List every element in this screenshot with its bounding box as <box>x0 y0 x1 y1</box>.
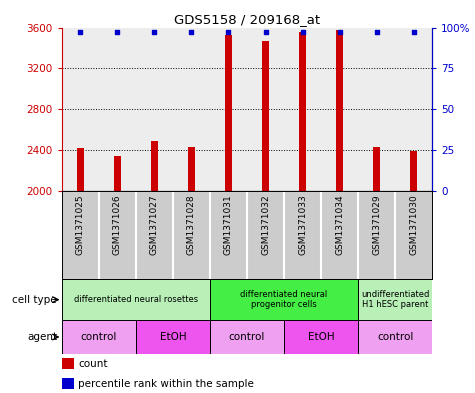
Bar <box>136 28 173 191</box>
Bar <box>262 41 269 191</box>
Bar <box>210 320 284 354</box>
Text: control: control <box>377 332 413 342</box>
Text: percentile rank within the sample: percentile rank within the sample <box>78 378 254 389</box>
Bar <box>62 320 136 354</box>
Point <box>262 29 269 35</box>
Bar <box>247 28 284 191</box>
Text: GSM1371025: GSM1371025 <box>76 194 85 255</box>
Point <box>114 29 121 35</box>
Text: GSM1371026: GSM1371026 <box>113 194 122 255</box>
Bar <box>373 147 380 191</box>
Text: control: control <box>229 332 265 342</box>
Text: GSM1371033: GSM1371033 <box>298 194 307 255</box>
Bar <box>62 358 74 369</box>
Bar <box>136 320 210 354</box>
Text: GSM1371027: GSM1371027 <box>150 194 159 255</box>
Text: differentiated neural
progenitor cells: differentiated neural progenitor cells <box>240 290 328 309</box>
Text: EtOH: EtOH <box>160 332 186 342</box>
Text: differentiated neural rosettes: differentiated neural rosettes <box>74 295 198 304</box>
Bar <box>284 28 321 191</box>
Text: GSM1371029: GSM1371029 <box>372 194 381 255</box>
Text: count: count <box>78 359 108 369</box>
Text: GSM1371031: GSM1371031 <box>224 194 233 255</box>
Bar <box>188 147 195 191</box>
Bar <box>225 35 232 191</box>
Bar <box>99 28 136 191</box>
Point <box>151 29 158 35</box>
Point <box>76 29 84 35</box>
Point <box>299 29 306 35</box>
Text: EtOH: EtOH <box>308 332 334 342</box>
Bar <box>358 279 432 320</box>
Point <box>225 29 232 35</box>
Bar <box>284 320 358 354</box>
Bar <box>77 148 84 191</box>
Text: GSM1371030: GSM1371030 <box>409 194 418 255</box>
Title: GDS5158 / 209168_at: GDS5158 / 209168_at <box>174 13 320 26</box>
Bar <box>321 28 358 191</box>
Text: undifferentiated
H1 hESC parent: undifferentiated H1 hESC parent <box>361 290 429 309</box>
Bar <box>62 28 99 191</box>
Bar <box>358 320 432 354</box>
Bar <box>210 28 247 191</box>
Point <box>336 29 343 35</box>
Text: GSM1371034: GSM1371034 <box>335 194 344 255</box>
Text: control: control <box>81 332 117 342</box>
Point <box>410 29 418 35</box>
Bar <box>151 141 158 191</box>
Bar <box>62 279 210 320</box>
Bar <box>336 29 343 191</box>
Text: GSM1371032: GSM1371032 <box>261 194 270 255</box>
Bar <box>173 28 210 191</box>
Text: cell type: cell type <box>12 295 57 305</box>
Bar <box>299 31 306 191</box>
Bar <box>410 151 417 191</box>
Text: agent: agent <box>27 332 57 342</box>
Bar <box>62 378 74 389</box>
Bar <box>395 28 432 191</box>
Bar <box>210 279 358 320</box>
Bar <box>358 28 395 191</box>
Text: GSM1371028: GSM1371028 <box>187 194 196 255</box>
Bar <box>114 156 121 191</box>
Point <box>188 29 195 35</box>
Point <box>373 29 380 35</box>
